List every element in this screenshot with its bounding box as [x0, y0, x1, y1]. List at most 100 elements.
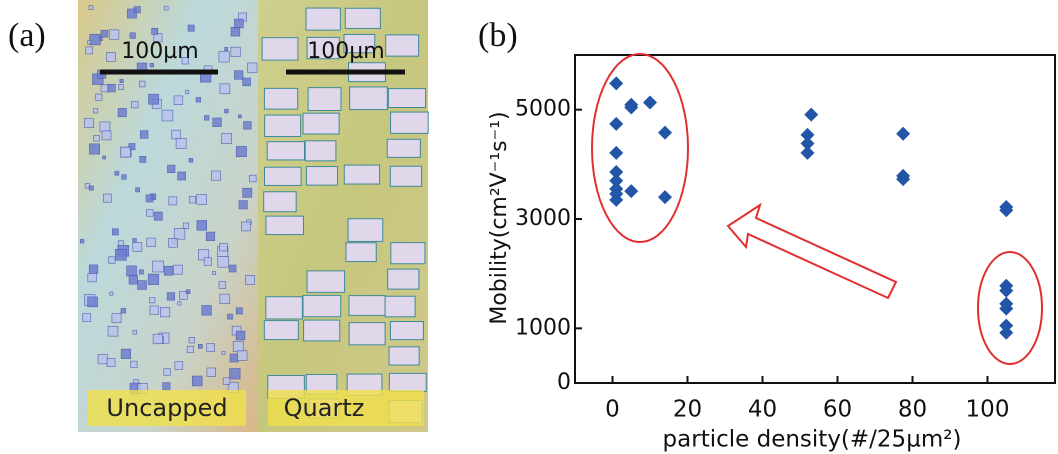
flake	[388, 372, 427, 392]
particle	[119, 78, 124, 83]
data-point	[609, 164, 624, 179]
particle	[235, 330, 246, 341]
particle	[149, 63, 154, 68]
particle	[196, 220, 207, 231]
particle	[181, 57, 189, 65]
particle	[212, 270, 217, 275]
particle	[100, 29, 109, 38]
particle	[88, 185, 94, 191]
flake	[348, 295, 386, 316]
particle	[138, 80, 146, 88]
particle	[162, 382, 171, 391]
scale-bar-label: 100µm	[307, 39, 384, 64]
particle	[204, 115, 210, 121]
particle	[137, 280, 147, 290]
particle	[87, 273, 97, 283]
particle	[232, 341, 244, 352]
particle	[128, 275, 138, 285]
particle	[131, 100, 139, 109]
x-tick-label: 0	[605, 397, 620, 423]
flake	[389, 165, 423, 187]
data-point	[624, 184, 639, 199]
x-tick-label: 100	[966, 397, 1010, 423]
flake	[306, 270, 346, 293]
particle	[219, 243, 228, 252]
particle	[186, 345, 194, 353]
flake	[266, 141, 306, 161]
particle	[95, 93, 103, 101]
particle	[138, 269, 144, 275]
particle	[229, 368, 241, 380]
particle	[130, 360, 138, 368]
particle	[187, 24, 195, 32]
particle	[84, 118, 94, 128]
particle	[88, 264, 99, 274]
particle	[185, 289, 191, 294]
particle	[222, 377, 231, 385]
particle	[148, 93, 159, 105]
particle	[88, 5, 94, 10]
y-tick-label: 1000	[515, 315, 571, 340]
particle	[221, 350, 226, 355]
particle	[139, 156, 147, 163]
particle	[163, 265, 174, 276]
y-tick-label: 5000	[515, 97, 571, 122]
particle	[132, 242, 143, 252]
particle	[166, 292, 175, 301]
particles	[79, 5, 258, 395]
uncapped-image	[78, 0, 258, 432]
flake	[345, 242, 377, 263]
x-tick-label: 40	[748, 397, 777, 423]
particle	[109, 291, 114, 296]
particle	[85, 46, 93, 55]
particle	[168, 238, 178, 248]
particle	[167, 164, 176, 173]
particle	[146, 209, 154, 217]
particle	[179, 291, 188, 300]
particle	[227, 313, 233, 320]
flake	[264, 114, 302, 138]
particle	[89, 33, 101, 46]
particle	[173, 228, 186, 240]
particle	[228, 264, 237, 273]
data-point	[800, 136, 815, 151]
data-point	[800, 127, 815, 142]
data-point	[999, 318, 1014, 333]
flake	[385, 34, 420, 57]
particle	[173, 95, 184, 105]
particle	[238, 200, 248, 210]
data-point	[999, 203, 1014, 218]
particle	[82, 313, 92, 322]
particle	[163, 368, 171, 376]
caption: Uncapped	[106, 394, 227, 422]
particle	[93, 108, 99, 114]
caption: Quartz	[284, 394, 365, 422]
particle	[146, 237, 156, 247]
data-point	[624, 100, 639, 115]
y-tick-label: 3000	[515, 206, 571, 231]
particle	[182, 222, 190, 229]
flake	[263, 320, 299, 341]
particle	[242, 187, 253, 198]
particle	[235, 146, 247, 158]
trend-arrow	[726, 202, 898, 300]
particle	[242, 77, 251, 87]
particle	[198, 249, 210, 261]
flake	[386, 138, 421, 158]
particle	[120, 348, 131, 359]
data-point	[609, 76, 624, 91]
data-point	[804, 107, 819, 122]
particle	[212, 117, 222, 127]
particle	[118, 240, 124, 246]
particle	[111, 228, 119, 236]
particle	[109, 29, 120, 40]
particle	[132, 238, 137, 243]
flake	[302, 294, 342, 318]
particle	[106, 52, 116, 62]
particle	[185, 90, 190, 95]
particle	[106, 358, 116, 367]
data-point	[999, 301, 1014, 316]
flake	[265, 296, 303, 320]
particle	[174, 361, 184, 370]
